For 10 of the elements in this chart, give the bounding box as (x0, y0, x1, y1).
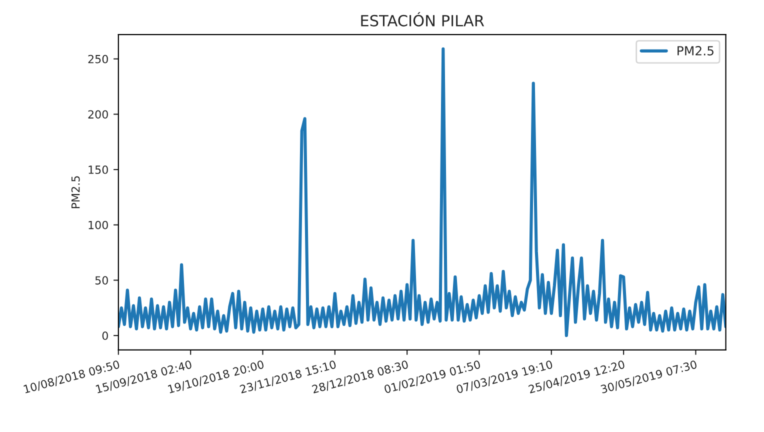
y-axis-title: PM2.5 (71, 176, 80, 208)
chart-title: ESTACIÓN PILAR (361, 12, 484, 26)
y-tick-label: 250 (88, 54, 108, 64)
y-tick-label: 200 (88, 110, 108, 119)
y-tick-label: 50 (95, 276, 108, 285)
line-series (118, 47, 726, 338)
legend-label: PM2.5 (678, 46, 714, 56)
y-tick-label: 0 (102, 332, 108, 340)
y-tick-label: 150 (88, 166, 108, 174)
y-tick-label: 100 (88, 220, 108, 230)
